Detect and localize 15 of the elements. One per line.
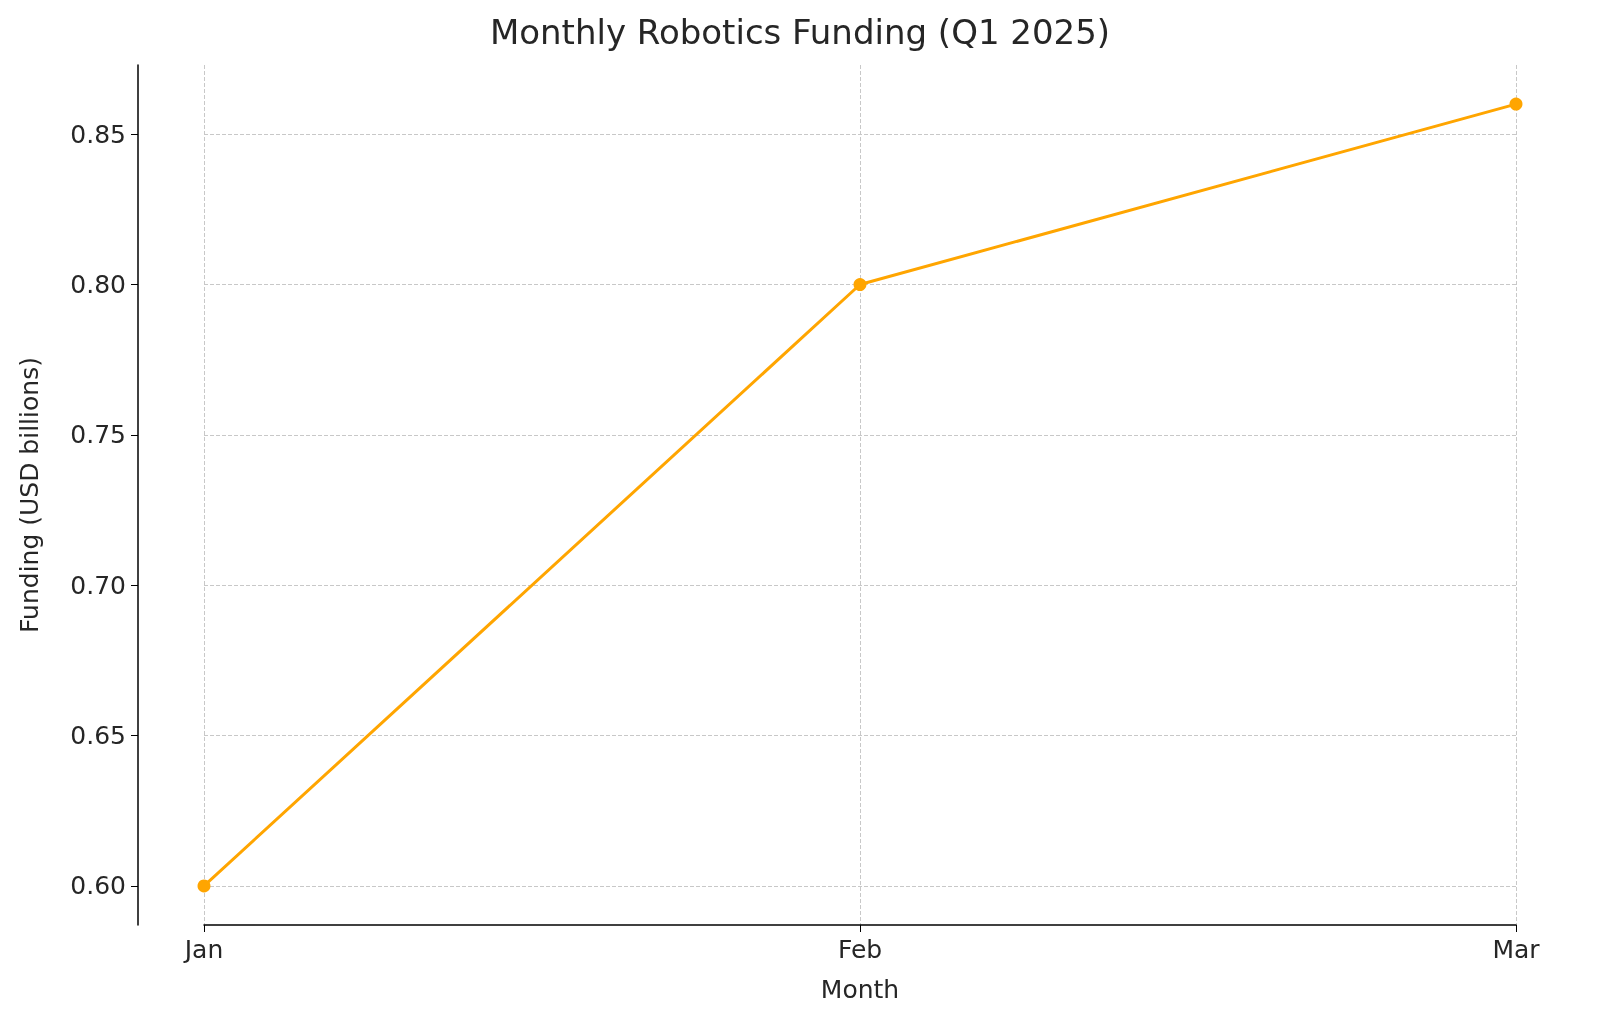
y-tick-label: 0.60 xyxy=(70,871,126,901)
x-axis-title: Month xyxy=(820,975,900,1004)
x-tick-label: Feb xyxy=(837,935,883,964)
point xyxy=(1509,97,1523,111)
y-axis-title: Funding (USD billions) xyxy=(15,357,44,633)
y-tick-label: 0.75 xyxy=(70,420,126,450)
y-tick-label: 0.65 xyxy=(70,721,126,751)
point xyxy=(197,879,211,893)
x-tick-label: Jan xyxy=(182,935,224,964)
y-tick-label: 0.85 xyxy=(70,119,126,149)
point xyxy=(853,278,867,292)
x-tick-label: Mar xyxy=(1492,935,1541,964)
chart-title: Monthly Robotics Funding (Q1 2025) xyxy=(489,12,1111,52)
y-tick-label: 0.80 xyxy=(70,270,126,300)
y-tick-label: 0.70 xyxy=(70,570,126,600)
